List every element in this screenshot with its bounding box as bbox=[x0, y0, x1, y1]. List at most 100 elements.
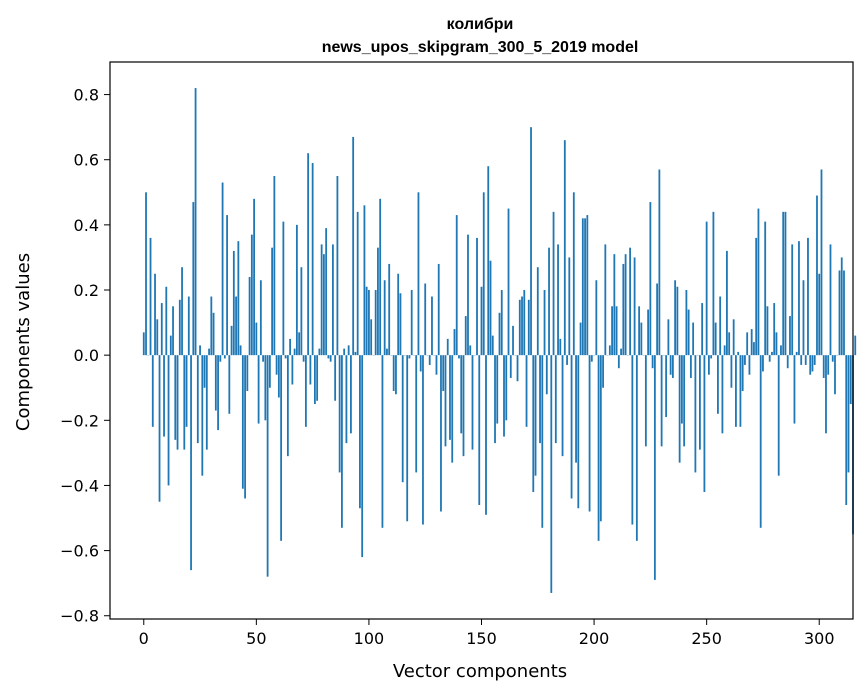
bar bbox=[165, 286, 168, 356]
bar bbox=[341, 355, 343, 528]
x-axis-ticks: 0 50 100 150 200 250 300 bbox=[139, 619, 835, 648]
bar bbox=[444, 355, 447, 447]
bar bbox=[543, 290, 546, 356]
bar bbox=[172, 306, 174, 356]
bar bbox=[590, 355, 593, 362]
bar bbox=[530, 127, 532, 356]
bar bbox=[142, 332, 145, 356]
bar bbox=[599, 355, 602, 522]
x-tick-label: 150 bbox=[466, 629, 497, 648]
bar bbox=[338, 355, 341, 473]
bar bbox=[665, 355, 668, 418]
plot-area: 0 50 100 150 200 250 300 −0.8 −0.6 −0.4 −0.2 0.0 0.… bbox=[60, 61, 857, 648]
y-tick-label: 0.6 bbox=[74, 151, 99, 170]
bar bbox=[545, 355, 548, 395]
bar bbox=[739, 355, 742, 427]
bar bbox=[795, 351, 798, 356]
bar bbox=[570, 355, 573, 499]
bar bbox=[793, 355, 796, 424]
bar bbox=[604, 244, 607, 356]
bar bbox=[525, 355, 528, 427]
bar bbox=[462, 355, 465, 457]
bar bbox=[219, 355, 222, 362]
bar bbox=[250, 234, 253, 356]
bar bbox=[354, 351, 357, 356]
y-tick-label: −0.4 bbox=[60, 476, 99, 495]
bar bbox=[311, 162, 314, 356]
bar bbox=[192, 202, 195, 356]
bar bbox=[289, 338, 292, 356]
bar bbox=[259, 280, 262, 356]
bar bbox=[210, 296, 213, 356]
bar bbox=[284, 355, 287, 359]
bar bbox=[307, 153, 310, 356]
bar bbox=[829, 244, 832, 356]
bar bbox=[678, 355, 681, 463]
bar bbox=[237, 241, 240, 356]
bar bbox=[631, 355, 634, 525]
bar bbox=[539, 355, 541, 444]
bar bbox=[798, 241, 800, 356]
bar bbox=[381, 355, 384, 528]
bar bbox=[347, 345, 350, 356]
bar bbox=[417, 192, 420, 356]
bar bbox=[235, 296, 237, 356]
bar bbox=[181, 267, 183, 356]
bar bbox=[325, 228, 328, 356]
bar bbox=[780, 345, 782, 356]
bar bbox=[302, 355, 305, 362]
bar bbox=[786, 355, 789, 369]
bar bbox=[199, 345, 201, 356]
bar bbox=[505, 355, 508, 421]
bar bbox=[154, 273, 156, 356]
bar bbox=[460, 355, 463, 434]
bar bbox=[563, 140, 566, 356]
bar bbox=[649, 202, 652, 356]
bar bbox=[608, 345, 611, 356]
bar bbox=[422, 355, 424, 525]
bar bbox=[451, 355, 454, 463]
bar bbox=[458, 355, 460, 359]
bar bbox=[714, 322, 717, 356]
bar bbox=[640, 322, 643, 356]
bar bbox=[732, 319, 735, 356]
bar bbox=[318, 348, 321, 356]
bar bbox=[158, 355, 161, 502]
bar bbox=[194, 88, 197, 356]
bar bbox=[584, 218, 586, 356]
y-axis-ticks: −0.8 −0.6 −0.4 −0.2 0.0 0.2 0.4 0.6 0.8 bbox=[60, 86, 110, 626]
bar bbox=[579, 322, 582, 356]
bar bbox=[221, 182, 224, 356]
bar bbox=[676, 286, 679, 356]
bar bbox=[464, 316, 467, 356]
bar bbox=[241, 355, 244, 489]
bar bbox=[656, 283, 659, 356]
bar bbox=[228, 355, 231, 414]
bar bbox=[527, 299, 530, 356]
bar bbox=[753, 342, 755, 356]
bar bbox=[352, 136, 355, 356]
bar bbox=[692, 322, 695, 356]
y-tick-label: −0.8 bbox=[60, 607, 99, 626]
bar bbox=[291, 355, 294, 385]
bar bbox=[843, 270, 845, 356]
bar bbox=[811, 355, 814, 372]
bar bbox=[723, 345, 726, 356]
bar bbox=[415, 355, 418, 473]
bar bbox=[669, 355, 672, 375]
bar bbox=[359, 355, 361, 509]
x-tick-label: 50 bbox=[246, 629, 266, 648]
x-axis-label: Vector components bbox=[393, 661, 567, 682]
bar bbox=[651, 355, 654, 369]
x-tick-label: 250 bbox=[691, 629, 722, 648]
bar bbox=[332, 244, 334, 356]
bar bbox=[190, 355, 192, 571]
bar bbox=[455, 215, 458, 356]
bar bbox=[440, 355, 442, 512]
bar bbox=[635, 355, 638, 541]
bar bbox=[320, 244, 323, 356]
bar bbox=[408, 355, 411, 359]
bar bbox=[708, 355, 710, 375]
bar bbox=[428, 355, 431, 365]
bar bbox=[295, 224, 298, 356]
